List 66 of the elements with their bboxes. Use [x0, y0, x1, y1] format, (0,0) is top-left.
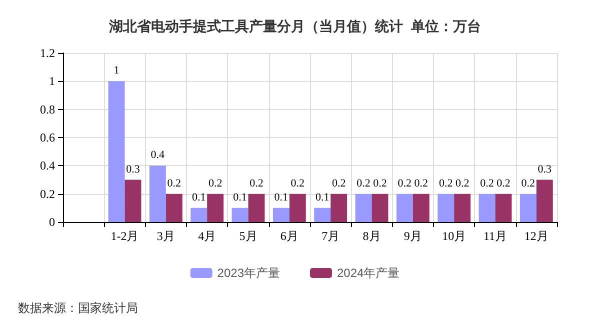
bar	[248, 194, 265, 222]
data-label: 0.3	[538, 163, 552, 176]
bar	[108, 81, 125, 222]
data-label: 0.4	[150, 149, 166, 162]
data-label: 0.1	[233, 191, 247, 204]
x-tick-label: 3月	[156, 229, 175, 243]
bar	[124, 180, 142, 222]
x-tick-label: 1-2月	[110, 229, 139, 243]
bar	[232, 208, 248, 222]
data-label: 0.1	[274, 191, 288, 204]
bar	[289, 194, 306, 222]
chart-title: 湖北省电动手提式工具产量分月（当月值）统计 单位：万台	[108, 18, 481, 34]
bar	[330, 194, 348, 222]
x-tick-label: 10月	[442, 229, 466, 243]
data-label: 0.2	[373, 177, 387, 190]
data-label: 0.2	[438, 177, 453, 190]
y-tick-label: 1	[49, 74, 55, 88]
bar	[412, 194, 430, 222]
source-note: 数据来源：国家统计局	[18, 301, 138, 315]
x-tick-label: 5月	[239, 229, 258, 243]
legend-label: 2023年产量	[217, 266, 280, 280]
data-label: 0.2	[398, 177, 412, 190]
data-label: 0.2	[455, 177, 470, 190]
bar	[207, 194, 224, 222]
x-tick-label: 9月	[404, 229, 422, 243]
bar	[520, 194, 536, 222]
data-label: 0.2	[480, 177, 494, 190]
bar	[438, 194, 454, 222]
data-label: 0.2	[356, 177, 370, 190]
data-label: 0.2	[208, 177, 222, 190]
legend-label: 2024年产量	[337, 266, 400, 280]
x-tick-label: 11月	[483, 229, 508, 243]
bar	[272, 208, 290, 222]
bar	[536, 180, 553, 222]
x-tick-label: 12月	[524, 229, 548, 243]
x-tick-label: 4月	[198, 229, 216, 243]
data-label: 0.3	[126, 163, 140, 176]
y-tick-label: 0.2	[40, 186, 55, 201]
data-label: 0.2	[167, 177, 182, 190]
data-label: 0.2	[250, 177, 264, 190]
data-label: 0.2	[332, 177, 346, 190]
bar	[190, 208, 208, 222]
bar	[495, 194, 512, 222]
bar	[355, 194, 372, 222]
bar	[396, 194, 413, 222]
data-label: 0.1	[315, 191, 330, 204]
y-tick-label: 0.8	[40, 102, 55, 116]
data-label: 0.2	[290, 177, 305, 190]
bar	[372, 194, 388, 222]
data-label: 0.1	[192, 191, 206, 204]
bar	[166, 194, 182, 222]
bar	[314, 208, 331, 222]
data-label: 0.2	[496, 177, 510, 190]
data-label: 0.2	[414, 177, 428, 190]
x-tick-label: 7月	[322, 229, 340, 243]
data-label: 0.2	[521, 177, 536, 190]
x-tick-label: 8月	[362, 229, 381, 243]
data-label: 1	[114, 64, 120, 77]
bar	[149, 166, 166, 222]
y-tick-label: 0.6	[40, 130, 55, 144]
y-tick-label: 0	[49, 215, 55, 229]
bar	[454, 194, 471, 222]
y-tick-label: 1.2	[40, 46, 55, 60]
bar	[478, 194, 496, 222]
y-tick-label: 0.4	[40, 158, 55, 173]
x-tick-label: 6月	[280, 229, 298, 243]
